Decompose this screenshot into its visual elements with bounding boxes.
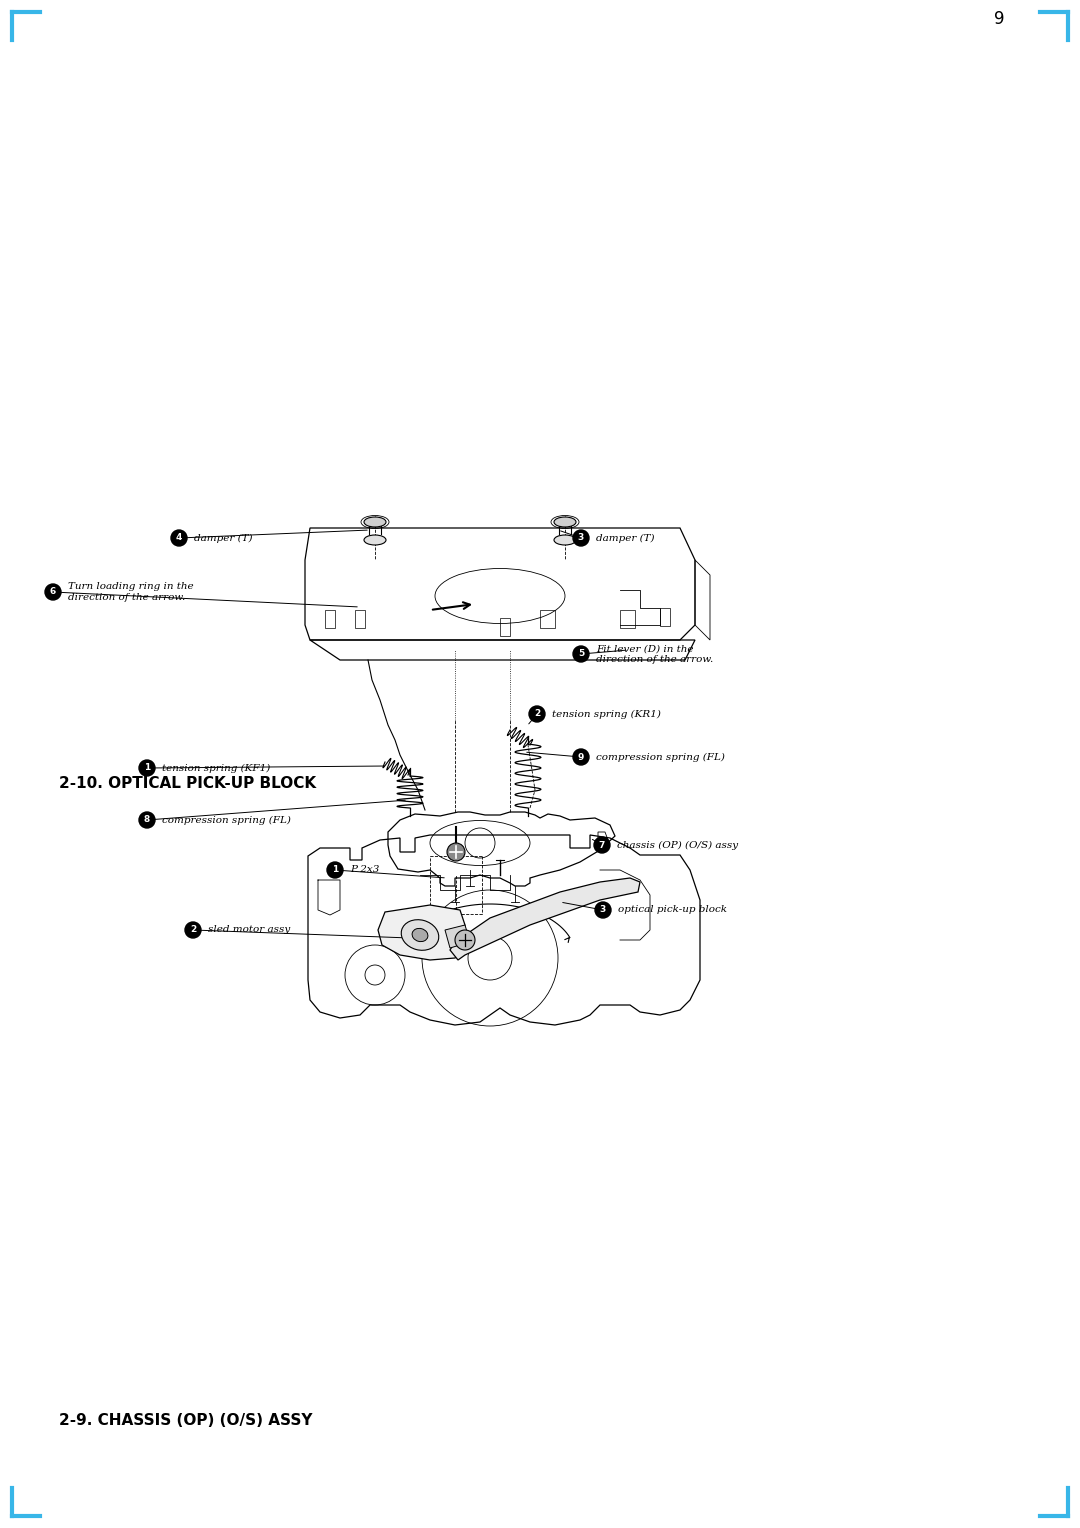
Text: Fit lever (D) in the
direction of the arrow.: Fit lever (D) in the direction of the ar…: [596, 645, 713, 663]
Text: chassis (OP) (O/S) assy: chassis (OP) (O/S) assy: [617, 840, 738, 850]
Text: optical pick-up block: optical pick-up block: [618, 906, 727, 914]
Text: tension spring (KF1): tension spring (KF1): [162, 764, 270, 773]
Ellipse shape: [402, 920, 438, 950]
Text: damper (T): damper (T): [194, 533, 253, 542]
Text: compression spring (FL): compression spring (FL): [162, 816, 291, 825]
Text: 2: 2: [190, 926, 197, 935]
Text: 5: 5: [578, 649, 584, 659]
Text: 7: 7: [598, 840, 605, 850]
Polygon shape: [378, 905, 465, 960]
Circle shape: [171, 530, 187, 545]
Circle shape: [573, 749, 589, 766]
Ellipse shape: [364, 516, 386, 527]
Text: compression spring (FL): compression spring (FL): [596, 752, 725, 761]
Text: 2-9. CHASSIS (OP) (O/S) ASSY: 2-9. CHASSIS (OP) (O/S) ASSY: [59, 1413, 313, 1429]
Circle shape: [139, 759, 156, 776]
Text: damper (T): damper (T): [596, 533, 654, 542]
Text: Turn loading ring in the
direction of the arrow.: Turn loading ring in the direction of th…: [68, 582, 193, 602]
Text: 3: 3: [578, 533, 584, 542]
Text: 8: 8: [144, 816, 150, 825]
Circle shape: [594, 837, 610, 853]
Circle shape: [595, 902, 611, 918]
Circle shape: [573, 530, 589, 545]
Text: 9: 9: [578, 752, 584, 761]
Text: 2-10. OPTICAL PICK-UP BLOCK: 2-10. OPTICAL PICK-UP BLOCK: [59, 776, 316, 792]
Polygon shape: [450, 879, 640, 960]
Text: P 2x3: P 2x3: [350, 865, 379, 874]
Circle shape: [529, 706, 545, 723]
Circle shape: [455, 931, 475, 950]
Polygon shape: [445, 924, 470, 947]
Text: 2: 2: [534, 709, 540, 718]
Circle shape: [139, 811, 156, 828]
Circle shape: [327, 862, 343, 879]
Text: 4: 4: [176, 533, 183, 542]
Text: 1: 1: [332, 865, 338, 874]
Ellipse shape: [413, 929, 428, 941]
Circle shape: [185, 921, 201, 938]
Circle shape: [45, 584, 60, 601]
Text: 6: 6: [50, 587, 56, 596]
Text: 3: 3: [599, 906, 606, 914]
Ellipse shape: [554, 516, 576, 527]
Text: 1: 1: [144, 764, 150, 773]
Text: 9: 9: [994, 9, 1004, 28]
Ellipse shape: [554, 535, 576, 545]
Ellipse shape: [364, 535, 386, 545]
Text: sled motor assy: sled motor assy: [208, 926, 291, 935]
Circle shape: [447, 843, 465, 860]
Circle shape: [573, 646, 589, 662]
Text: tension spring (KR1): tension spring (KR1): [552, 709, 661, 718]
